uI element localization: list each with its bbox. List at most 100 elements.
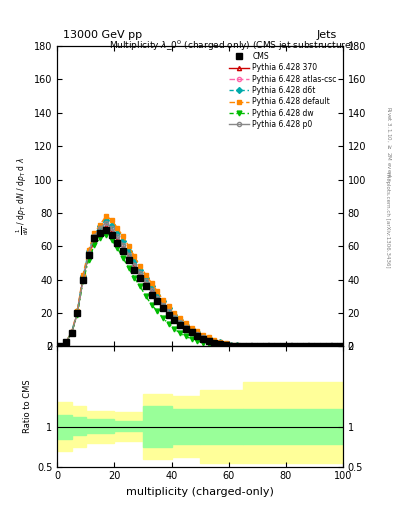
Bar [200,391,243,462]
Pythia 6.428 atlas-csc [143,278,148,284]
Pythia 6.428 dw [86,257,91,263]
Pythia 6.428 d6t [195,329,200,335]
Pythia 6.428 default [218,338,222,345]
Pythia 6.428 dw [189,336,194,342]
Pythia 6.428 dw [206,341,211,347]
Pythia 6.428 370 [115,237,119,243]
CMS [172,316,177,323]
CMS [178,322,182,328]
Pythia 6.428 370 [212,339,217,345]
Pythia 6.428 p0 [229,342,234,348]
Pythia 6.428 370 [218,340,222,347]
Pythia 6.428 atlas-csc [269,344,274,350]
Pythia 6.428 370 [166,310,171,316]
Pythia 6.428 dw [143,293,148,300]
CMS [138,275,143,281]
Pythia 6.428 370 [235,343,240,349]
CMS [252,343,257,349]
Pythia 6.428 p0 [326,344,331,350]
X-axis label: multiplicity (charged-only): multiplicity (charged-only) [126,487,274,497]
Pythia 6.428 default [292,344,297,350]
Pythia 6.428 dw [258,344,263,350]
Pythia 6.428 p0 [224,342,228,348]
Pythia 6.428 dw [178,330,182,336]
CMS [206,338,211,344]
Pythia 6.428 atlas-csc [338,344,342,350]
CMS [69,330,74,336]
Pythia 6.428 atlas-csc [241,343,245,349]
Pythia 6.428 p0 [212,338,217,345]
Pythia 6.428 370 [326,344,331,350]
CMS [109,231,114,238]
Pythia 6.428 d6t [143,275,148,281]
CMS [229,343,234,349]
Pythia 6.428 dw [218,343,222,349]
CMS [189,329,194,335]
Pythia 6.428 p0 [69,330,74,336]
Pythia 6.428 atlas-csc [321,344,325,350]
CMS [161,305,165,311]
Pythia 6.428 atlas-csc [235,343,240,349]
Pythia 6.428 p0 [75,310,80,316]
Pythia 6.428 atlas-csc [155,295,160,301]
Pythia 6.428 default [275,344,279,350]
Pythia 6.428 atlas-csc [121,242,125,248]
CMS [115,240,119,246]
Pythia 6.428 atlas-csc [126,251,131,258]
Pythia 6.428 dw [115,245,119,251]
CMS [81,276,85,283]
Legend: CMS, Pythia 6.428 370, Pythia 6.428 atlas-csc, Pythia 6.428 d6t, Pythia 6.428 de: CMS, Pythia 6.428 370, Pythia 6.428 atla… [227,50,339,131]
Pythia 6.428 d6t [326,344,331,350]
Pythia 6.428 atlas-csc [303,344,308,350]
Pythia 6.428 default [149,280,154,286]
Pythia 6.428 dw [200,339,205,346]
CMS [303,344,308,350]
Pythia 6.428 d6t [315,344,320,350]
Pythia 6.428 370 [161,303,165,309]
Pythia 6.428 default [75,308,80,314]
Pythia 6.428 atlas-csc [138,270,143,276]
Pythia 6.428 atlas-csc [281,344,285,350]
Pythia 6.428 default [138,263,143,269]
Pythia 6.428 d6t [298,344,302,350]
Pythia 6.428 default [109,217,114,223]
Pythia 6.428 atlas-csc [212,338,217,345]
Pythia 6.428 d6t [321,344,325,350]
Pythia 6.428 atlas-csc [161,302,165,308]
Y-axis label: Ratio to CMS: Ratio to CMS [22,380,31,433]
Pythia 6.428 atlas-csc [252,343,257,349]
Pythia 6.428 atlas-csc [172,314,177,321]
Pythia 6.428 d6t [103,217,108,223]
Pythia 6.428 atlas-csc [109,225,114,231]
Pythia 6.428 dw [155,308,160,314]
Pythia 6.428 atlas-csc [224,342,228,348]
Pythia 6.428 dw [281,344,285,350]
CMS [315,344,320,350]
Pythia 6.428 atlas-csc [298,344,302,350]
Pythia 6.428 default [184,320,188,326]
Pythia 6.428 d6t [292,344,297,350]
Pythia 6.428 d6t [178,316,182,323]
Pythia 6.428 d6t [286,344,291,350]
Pythia 6.428 d6t [303,344,308,350]
CMS [92,235,97,241]
Pythia 6.428 p0 [235,343,240,349]
CMS [166,312,171,318]
Pythia 6.428 d6t [172,312,177,318]
Pythia 6.428 370 [332,344,337,350]
CMS [309,344,314,350]
CMS [121,248,125,254]
CMS [286,344,291,350]
Pythia 6.428 default [224,340,228,347]
Pythia 6.428 d6t [241,343,245,349]
Pythia 6.428 d6t [132,258,137,264]
Pythia 6.428 default [143,271,148,278]
Pythia 6.428 atlas-csc [292,344,297,350]
Pythia 6.428 d6t [263,343,268,349]
Pythia 6.428 370 [81,275,85,281]
Bar [86,418,114,433]
Pythia 6.428 p0 [275,344,279,350]
Pythia 6.428 dw [332,344,337,350]
Pythia 6.428 dw [292,344,297,350]
Pythia 6.428 d6t [189,326,194,332]
